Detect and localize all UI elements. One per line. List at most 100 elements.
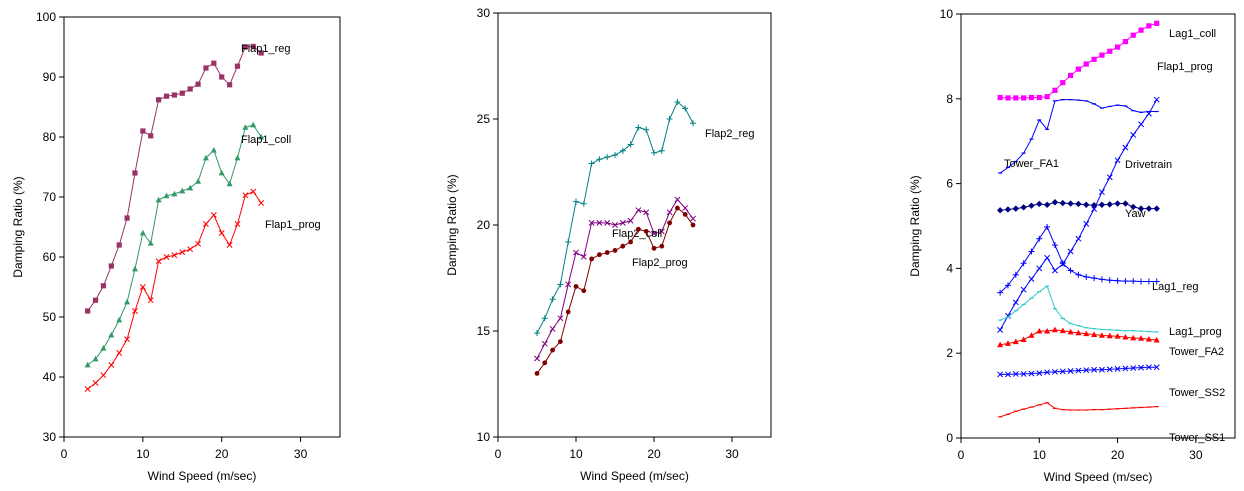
y-tick-label: 0 <box>946 431 953 445</box>
data-point <box>997 326 1004 333</box>
data-point <box>596 219 603 226</box>
data-point <box>1028 332 1035 338</box>
data-point <box>651 230 657 237</box>
series-tower-fa1: Tower_FA1 <box>998 99 1159 174</box>
data-point <box>116 242 122 248</box>
data-point <box>1154 20 1160 26</box>
series-flap1-reg: Flap1_reg <box>85 43 291 314</box>
data-point <box>1075 271 1082 278</box>
series-label: Lag1_coll <box>1169 28 1216 40</box>
data-point <box>218 230 225 236</box>
data-point <box>541 315 548 322</box>
data-point <box>139 284 146 290</box>
series-flap1-prog: Flap1_prog <box>84 188 321 392</box>
series-label: Drivetrain <box>1125 159 1172 171</box>
data-point <box>234 63 241 69</box>
x-tick-label: 30 <box>1189 448 1203 462</box>
data-point <box>147 240 154 246</box>
data-point <box>131 265 138 272</box>
data-point <box>1013 95 1019 101</box>
data-point <box>179 187 186 194</box>
data-point <box>1028 248 1035 255</box>
data-point <box>1036 265 1043 272</box>
data-point <box>195 240 202 247</box>
data-point <box>1051 368 1058 375</box>
data-point <box>1059 327 1066 334</box>
chart-3: 0 2 4 6 8 10 0 10 20 30 Wind Speed (m/sec) Damping … <box>908 7 1236 484</box>
data-point <box>1138 335 1145 341</box>
data-point <box>1153 205 1160 212</box>
data-point <box>534 355 540 362</box>
data-point <box>210 212 217 218</box>
data-point <box>604 250 610 255</box>
data-point <box>1083 201 1090 208</box>
data-point <box>1020 286 1027 293</box>
data-point <box>1067 368 1074 374</box>
x-tick-label: 20 <box>215 447 229 461</box>
data-point <box>156 97 162 103</box>
data-point <box>675 205 680 211</box>
data-point <box>203 65 209 71</box>
data-point <box>619 219 626 226</box>
data-point <box>92 380 99 386</box>
data-point <box>108 331 115 338</box>
data-point <box>1145 278 1152 285</box>
data-point <box>195 178 202 184</box>
y-tick-label: 70 <box>43 190 57 204</box>
data-point <box>85 308 91 314</box>
data-point <box>1145 205 1153 212</box>
data-point <box>1075 66 1082 72</box>
data-point <box>1145 110 1152 117</box>
data-point <box>643 228 649 234</box>
data-point <box>1051 326 1058 333</box>
data-point <box>541 340 548 347</box>
series-flap2-coll: Flap2_coll <box>534 196 696 362</box>
data-point <box>1146 23 1152 29</box>
data-point <box>1028 370 1035 377</box>
data-point <box>195 81 201 87</box>
series-flap2-reg: Flap2_reg <box>534 99 755 337</box>
data-point <box>1130 365 1137 371</box>
data-point <box>997 289 1004 296</box>
data-point <box>666 116 673 122</box>
data-point <box>1137 205 1145 212</box>
data-point <box>573 198 579 205</box>
annotation-label: Flap1_prog <box>1157 61 1213 73</box>
series-lag1-reg: Lag1_reg <box>997 223 1199 296</box>
data-point <box>202 154 209 161</box>
data-point <box>1098 201 1106 208</box>
data-point <box>163 254 170 260</box>
data-point <box>651 245 657 251</box>
data-point <box>1020 371 1027 377</box>
x-tick-label: 20 <box>647 447 661 461</box>
data-point <box>1153 278 1160 285</box>
data-point <box>1130 131 1137 138</box>
data-point <box>596 156 603 163</box>
data-point <box>573 284 579 289</box>
series-label: Tower_FA1 <box>1004 158 1059 170</box>
data-point <box>580 200 587 207</box>
y-tick-label: 30 <box>477 6 491 20</box>
data-point <box>132 170 138 176</box>
y-tick-label: 25 <box>477 112 491 126</box>
data-point <box>682 212 688 217</box>
data-point <box>1083 61 1089 67</box>
data-point <box>227 82 233 88</box>
data-point <box>690 215 696 222</box>
data-point <box>1028 202 1035 209</box>
data-point <box>1114 277 1121 284</box>
x-axis-title: Wind Speed (m/sec) <box>580 469 689 483</box>
series-label: Flap2_prog <box>632 257 688 269</box>
y-tick-label: 10 <box>477 430 491 444</box>
data-point <box>148 133 154 139</box>
data-point <box>1005 371 1011 378</box>
x-tick-label: 10 <box>1033 448 1047 462</box>
data-point <box>558 339 563 344</box>
data-point <box>1044 94 1050 100</box>
data-point <box>1153 364 1160 371</box>
data-point <box>1106 277 1113 284</box>
data-point <box>1091 56 1097 62</box>
data-point <box>573 249 579 256</box>
data-point <box>997 341 1004 348</box>
